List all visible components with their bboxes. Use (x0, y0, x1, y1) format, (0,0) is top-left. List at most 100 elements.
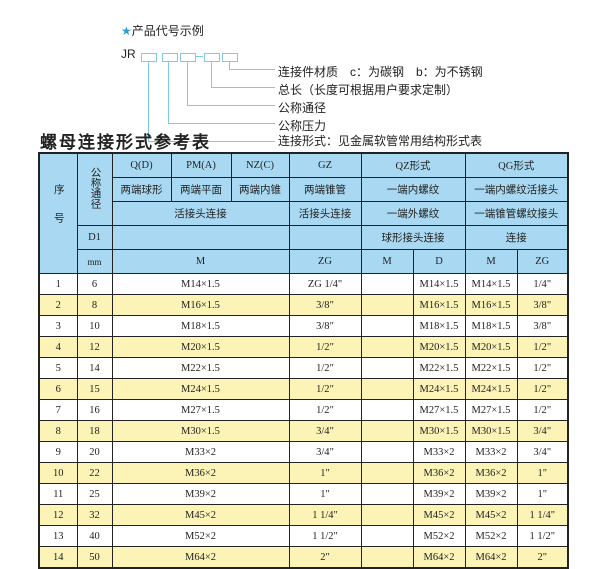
table-cell: 1/2 (288, 336, 362, 358)
header-type: 两端平面 (170, 177, 232, 202)
table-cell: 1/2 (516, 378, 569, 400)
header-seq-cell: 序号 (38, 152, 78, 274)
table-cell: 22 (76, 462, 113, 484)
leader-line (229, 62, 275, 70)
pipe-thread-size: 1/2 (316, 363, 334, 374)
pipe-thread-size: 3/8 (533, 321, 551, 332)
table-cell: 25 (76, 483, 113, 505)
table-cell: 1 1/4 (288, 504, 362, 526)
table-cell: 9 (38, 441, 78, 463)
header-unit: M (111, 249, 290, 274)
legend-item: 公称通径 (278, 101, 327, 115)
table-cell: M64×2 (111, 546, 290, 569)
table-cell: 14 (76, 357, 113, 379)
table-cell: M16×1.5 (412, 294, 466, 316)
table-cell (360, 399, 414, 421)
table-cell: M27×1.5 (412, 399, 466, 421)
table-cell: M30×1.5 (464, 420, 518, 442)
leader-line (187, 62, 275, 106)
legend-heading: 产品代号示例 (131, 24, 204, 38)
table-cell: 7 (38, 399, 78, 421)
pipe-thread-size: 3/8 (316, 321, 334, 332)
table-cell: M20×1.5 (464, 336, 518, 358)
header-empty (111, 225, 290, 250)
table-cell: 50 (76, 546, 113, 569)
table-cell: 2 (38, 294, 78, 316)
table-cell: M24×1.5 (412, 378, 466, 400)
table-cell (360, 273, 414, 295)
table-cell: 1 (516, 483, 569, 505)
table-cell: M16×1.5 (111, 294, 290, 316)
pipe-thread-size: 3/8 (316, 300, 334, 311)
table-cell: M33×2 (111, 441, 290, 463)
table-cell (360, 483, 414, 505)
table-cell: M52×2 (464, 525, 518, 547)
header-type: 两端内锥 (230, 177, 290, 202)
table-cell (360, 504, 414, 526)
pipe-thread-size: 1 1/4 (529, 510, 555, 521)
pipe-thread-size: 1/2 (533, 363, 551, 374)
table-cell: 2 (288, 546, 362, 569)
header-mm: mm (76, 249, 113, 274)
pipe-thread-size: 1/2 (316, 384, 334, 395)
pipe-thread-size: 2 (537, 552, 547, 563)
code-box (204, 53, 220, 62)
pipe-thread-size: 1 (320, 489, 330, 500)
header-unit: ZG (516, 249, 569, 274)
table-cell: 1/2 (288, 357, 362, 379)
table-cell: M24×1.5 (464, 378, 518, 400)
table-cell: 11 (38, 483, 78, 505)
table-cell: 18 (76, 420, 113, 442)
header-code: QZ形式 (360, 152, 466, 178)
header-conn: 一端外螺纹 (360, 201, 466, 226)
table-cell: M18×1.5 (464, 315, 518, 337)
table-cell (360, 462, 414, 484)
table-cell: 1 (516, 462, 569, 484)
table-cell: 6 (38, 378, 78, 400)
table-cell: M39×2 (412, 483, 466, 505)
pipe-thread-size: 1 (537, 468, 547, 479)
table-cell: M24×1.5 (111, 378, 290, 400)
table-cell: M36×2 (464, 462, 518, 484)
table-cell: 3/4 (288, 441, 362, 463)
table-cell (360, 441, 414, 463)
table-cell: M22×1.5 (412, 357, 466, 379)
table-cell: 3/4 (516, 420, 569, 442)
table-cell: 1 1/2 (516, 525, 569, 547)
header-conn: 活接头连接 (111, 201, 290, 226)
table-cell: 4 (38, 336, 78, 358)
header-unit: ZG (288, 249, 362, 274)
table-cell: 3/8 (516, 315, 569, 337)
table-cell: M18×1.5 (111, 315, 290, 337)
header-type: 两端锥管 (288, 177, 362, 202)
table-cell (360, 357, 414, 379)
pipe-thread-size: 1 1/2 (312, 531, 338, 542)
table-cell (360, 546, 414, 569)
table-cell: 1/2 (516, 336, 569, 358)
legend-item: 连接件材质 c：为碳钢 b：为不锈钢 (278, 65, 483, 79)
code-box (222, 53, 238, 62)
table-cell: M18×1.5 (412, 315, 466, 337)
pipe-thread-size: 1/2 (316, 342, 334, 353)
leader-line (211, 62, 275, 88)
table-cell: 10 (76, 315, 113, 337)
header-conn: 活接头连接 (288, 201, 362, 226)
table-cell: 14 (38, 546, 78, 569)
legend-heading-row: ★产品代号示例 (121, 22, 204, 39)
table-cell: 1/2 (288, 378, 362, 400)
table-cell: M39×2 (464, 483, 518, 505)
header-conn2: 连接 (464, 225, 569, 250)
table-cell: 5 (38, 357, 78, 379)
code-box (141, 53, 157, 62)
header-type: 两端球形 (111, 177, 172, 202)
table-cell: 12 (38, 504, 78, 526)
pipe-thread-size: 1/2 (533, 384, 551, 395)
table-cell: 1/2 (288, 399, 362, 421)
header-dn-cell: 公称通径 (76, 152, 113, 226)
table-cell: 8 (38, 420, 78, 442)
